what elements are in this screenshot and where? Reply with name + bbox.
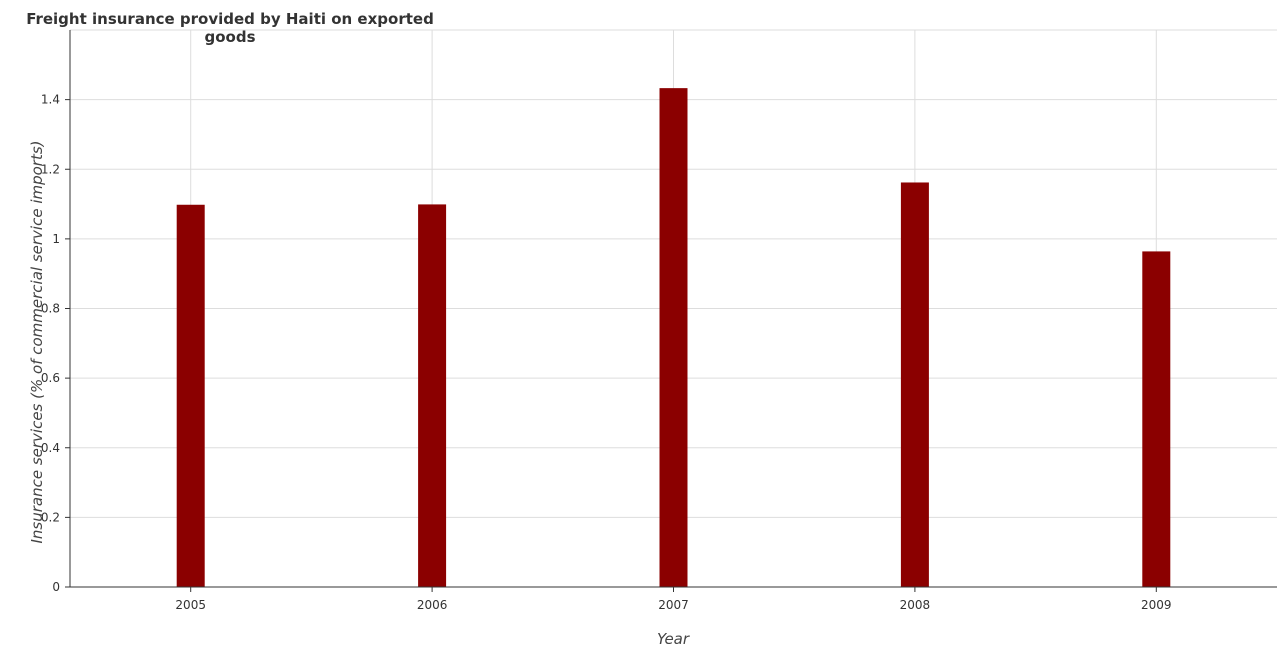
- y-tick-label: 0.4: [41, 441, 60, 455]
- y-tick-label: 0.8: [41, 302, 60, 316]
- axes: 0 0.2 0.4 0.6 0.8 1 1.2 1.4 2005 2006 2007 2008 2009: [41, 30, 1277, 612]
- y-axis-label: Insurance services (% of commercial serv…: [28, 140, 46, 543]
- bar-2007: [659, 88, 688, 587]
- y-tick-label: 0: [52, 580, 60, 594]
- x-tick-label: 2007: [658, 598, 689, 612]
- bar-2008: [900, 182, 929, 587]
- y-tick-label: 0.6: [41, 371, 60, 385]
- x-tick-label: 2006: [417, 598, 448, 612]
- chart-title: Freight insurance provided by Haiti on e…: [26, 10, 434, 46]
- bar-2006: [418, 204, 447, 587]
- y-tick-label: 1: [52, 232, 60, 246]
- bar-2009: [1142, 251, 1171, 587]
- bars: [176, 88, 1171, 588]
- y-tick-label: 1.4: [41, 93, 60, 107]
- y-tick-label: 1.2: [41, 162, 60, 176]
- x-tick-label: 2008: [900, 598, 931, 612]
- x-tick-label: 2009: [1141, 598, 1172, 612]
- x-tick-label: 2005: [175, 598, 206, 612]
- bar-2005: [176, 204, 205, 588]
- y-tick-label: 0.2: [41, 510, 60, 524]
- x-axis-label: Year: [657, 630, 690, 648]
